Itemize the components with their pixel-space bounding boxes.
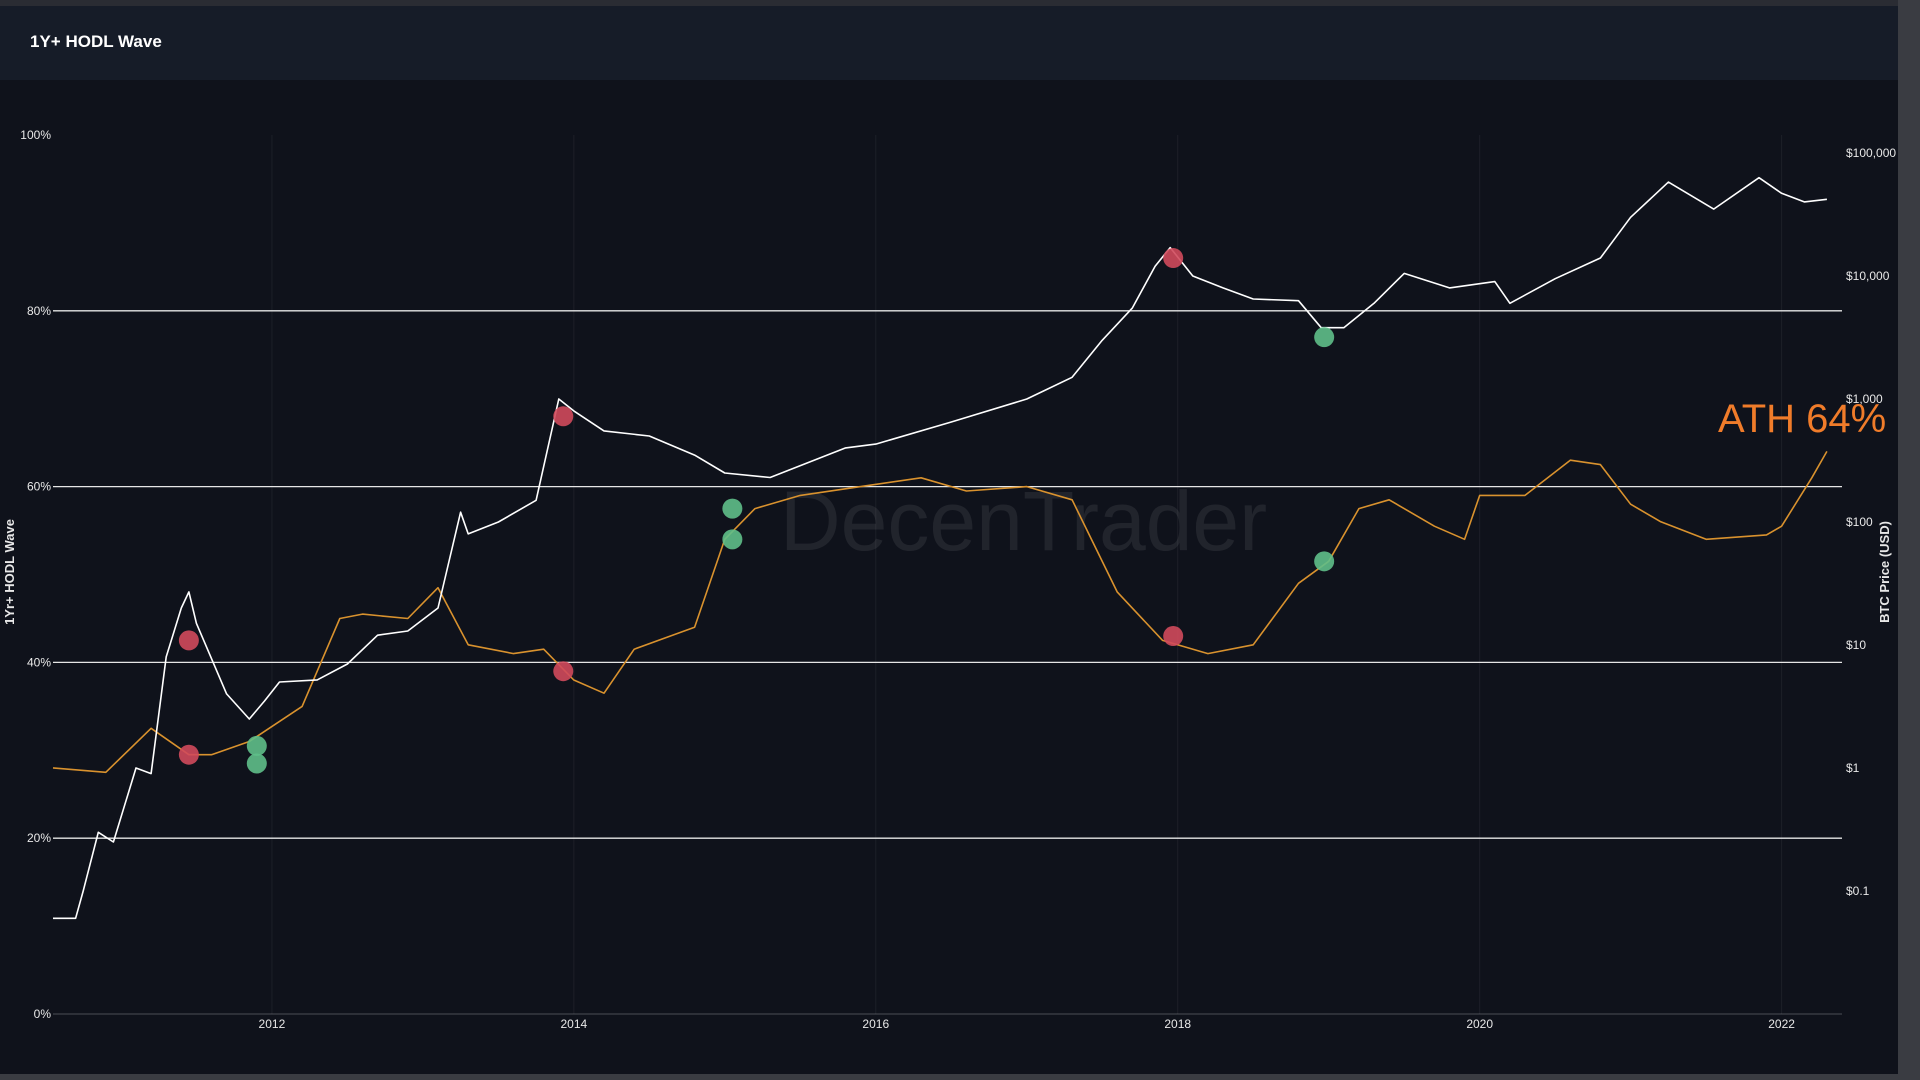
hodl-wave-line <box>52 451 1828 774</box>
bottom-signal-marker <box>246 735 267 756</box>
gridlines <box>53 135 1842 1014</box>
right-tick-label: $1,000 <box>1846 392 1883 406</box>
decentrader-watermark: DecenTrader <box>780 474 1267 568</box>
x-tick-label: 2016 <box>862 1017 889 1031</box>
right-tick-label: $1 <box>1846 761 1860 775</box>
left-tick-label: 40% <box>27 655 51 669</box>
right-tick-label: $10,000 <box>1846 269 1890 283</box>
window-edge-right <box>1898 0 1920 1080</box>
bottom-signal-marker <box>722 529 743 550</box>
chart-frame: 1Y+ HODL Wave <box>0 6 1898 1074</box>
bottom-signal-marker <box>1314 327 1335 348</box>
x-tick-label: 2022 <box>1768 1017 1795 1031</box>
bottom-signal-marker <box>722 498 743 519</box>
x-tick-label: 2014 <box>560 1017 587 1031</box>
axes: 0% 20% 40% 60% 80% 100% $0.1 $1 $10 $100 $1,000 $10… <box>20 128 1896 1031</box>
top-signal-marker <box>178 630 199 651</box>
right-tick-label: $100 <box>1846 515 1873 529</box>
top-signal-marker <box>1163 626 1184 647</box>
bottom-signal-marker <box>246 753 267 774</box>
x-tick-label: 2018 <box>1164 1017 1191 1031</box>
top-signal-marker <box>553 661 574 682</box>
left-tick-label: 60% <box>27 480 51 494</box>
top-signal-marker <box>553 406 574 427</box>
left-tick-label: 100% <box>20 128 51 142</box>
x-tick-label: 2020 <box>1466 1017 1493 1031</box>
window-edge-bottom <box>0 1074 1920 1080</box>
top-signal-marker <box>1163 248 1184 269</box>
x-tick-label: 2012 <box>259 1017 286 1031</box>
signal-markers <box>178 248 1335 774</box>
ath-annotation: ATH 64% <box>1718 397 1886 441</box>
right-tick-label: $0.1 <box>1846 884 1870 898</box>
left-tick-label: 20% <box>27 831 51 845</box>
top-signal-marker <box>178 744 199 765</box>
right-tick-label: $10 <box>1846 638 1866 652</box>
right-axis-title: BTC Price (USD) <box>1877 521 1892 623</box>
chart-header-title: 1Y+ HODL Wave <box>30 32 162 51</box>
left-tick-label: 0% <box>34 1007 52 1021</box>
series-lines <box>52 176 1828 920</box>
left-axis-title: 1Yr+ HODL Wave <box>2 519 17 625</box>
right-tick-label: $100,000 <box>1846 146 1896 160</box>
chart-header: 1Y+ HODL Wave <box>0 6 1898 80</box>
left-tick-label: 80% <box>27 304 51 318</box>
bottom-signal-marker <box>1314 551 1335 572</box>
btc-price-line <box>53 176 1827 920</box>
